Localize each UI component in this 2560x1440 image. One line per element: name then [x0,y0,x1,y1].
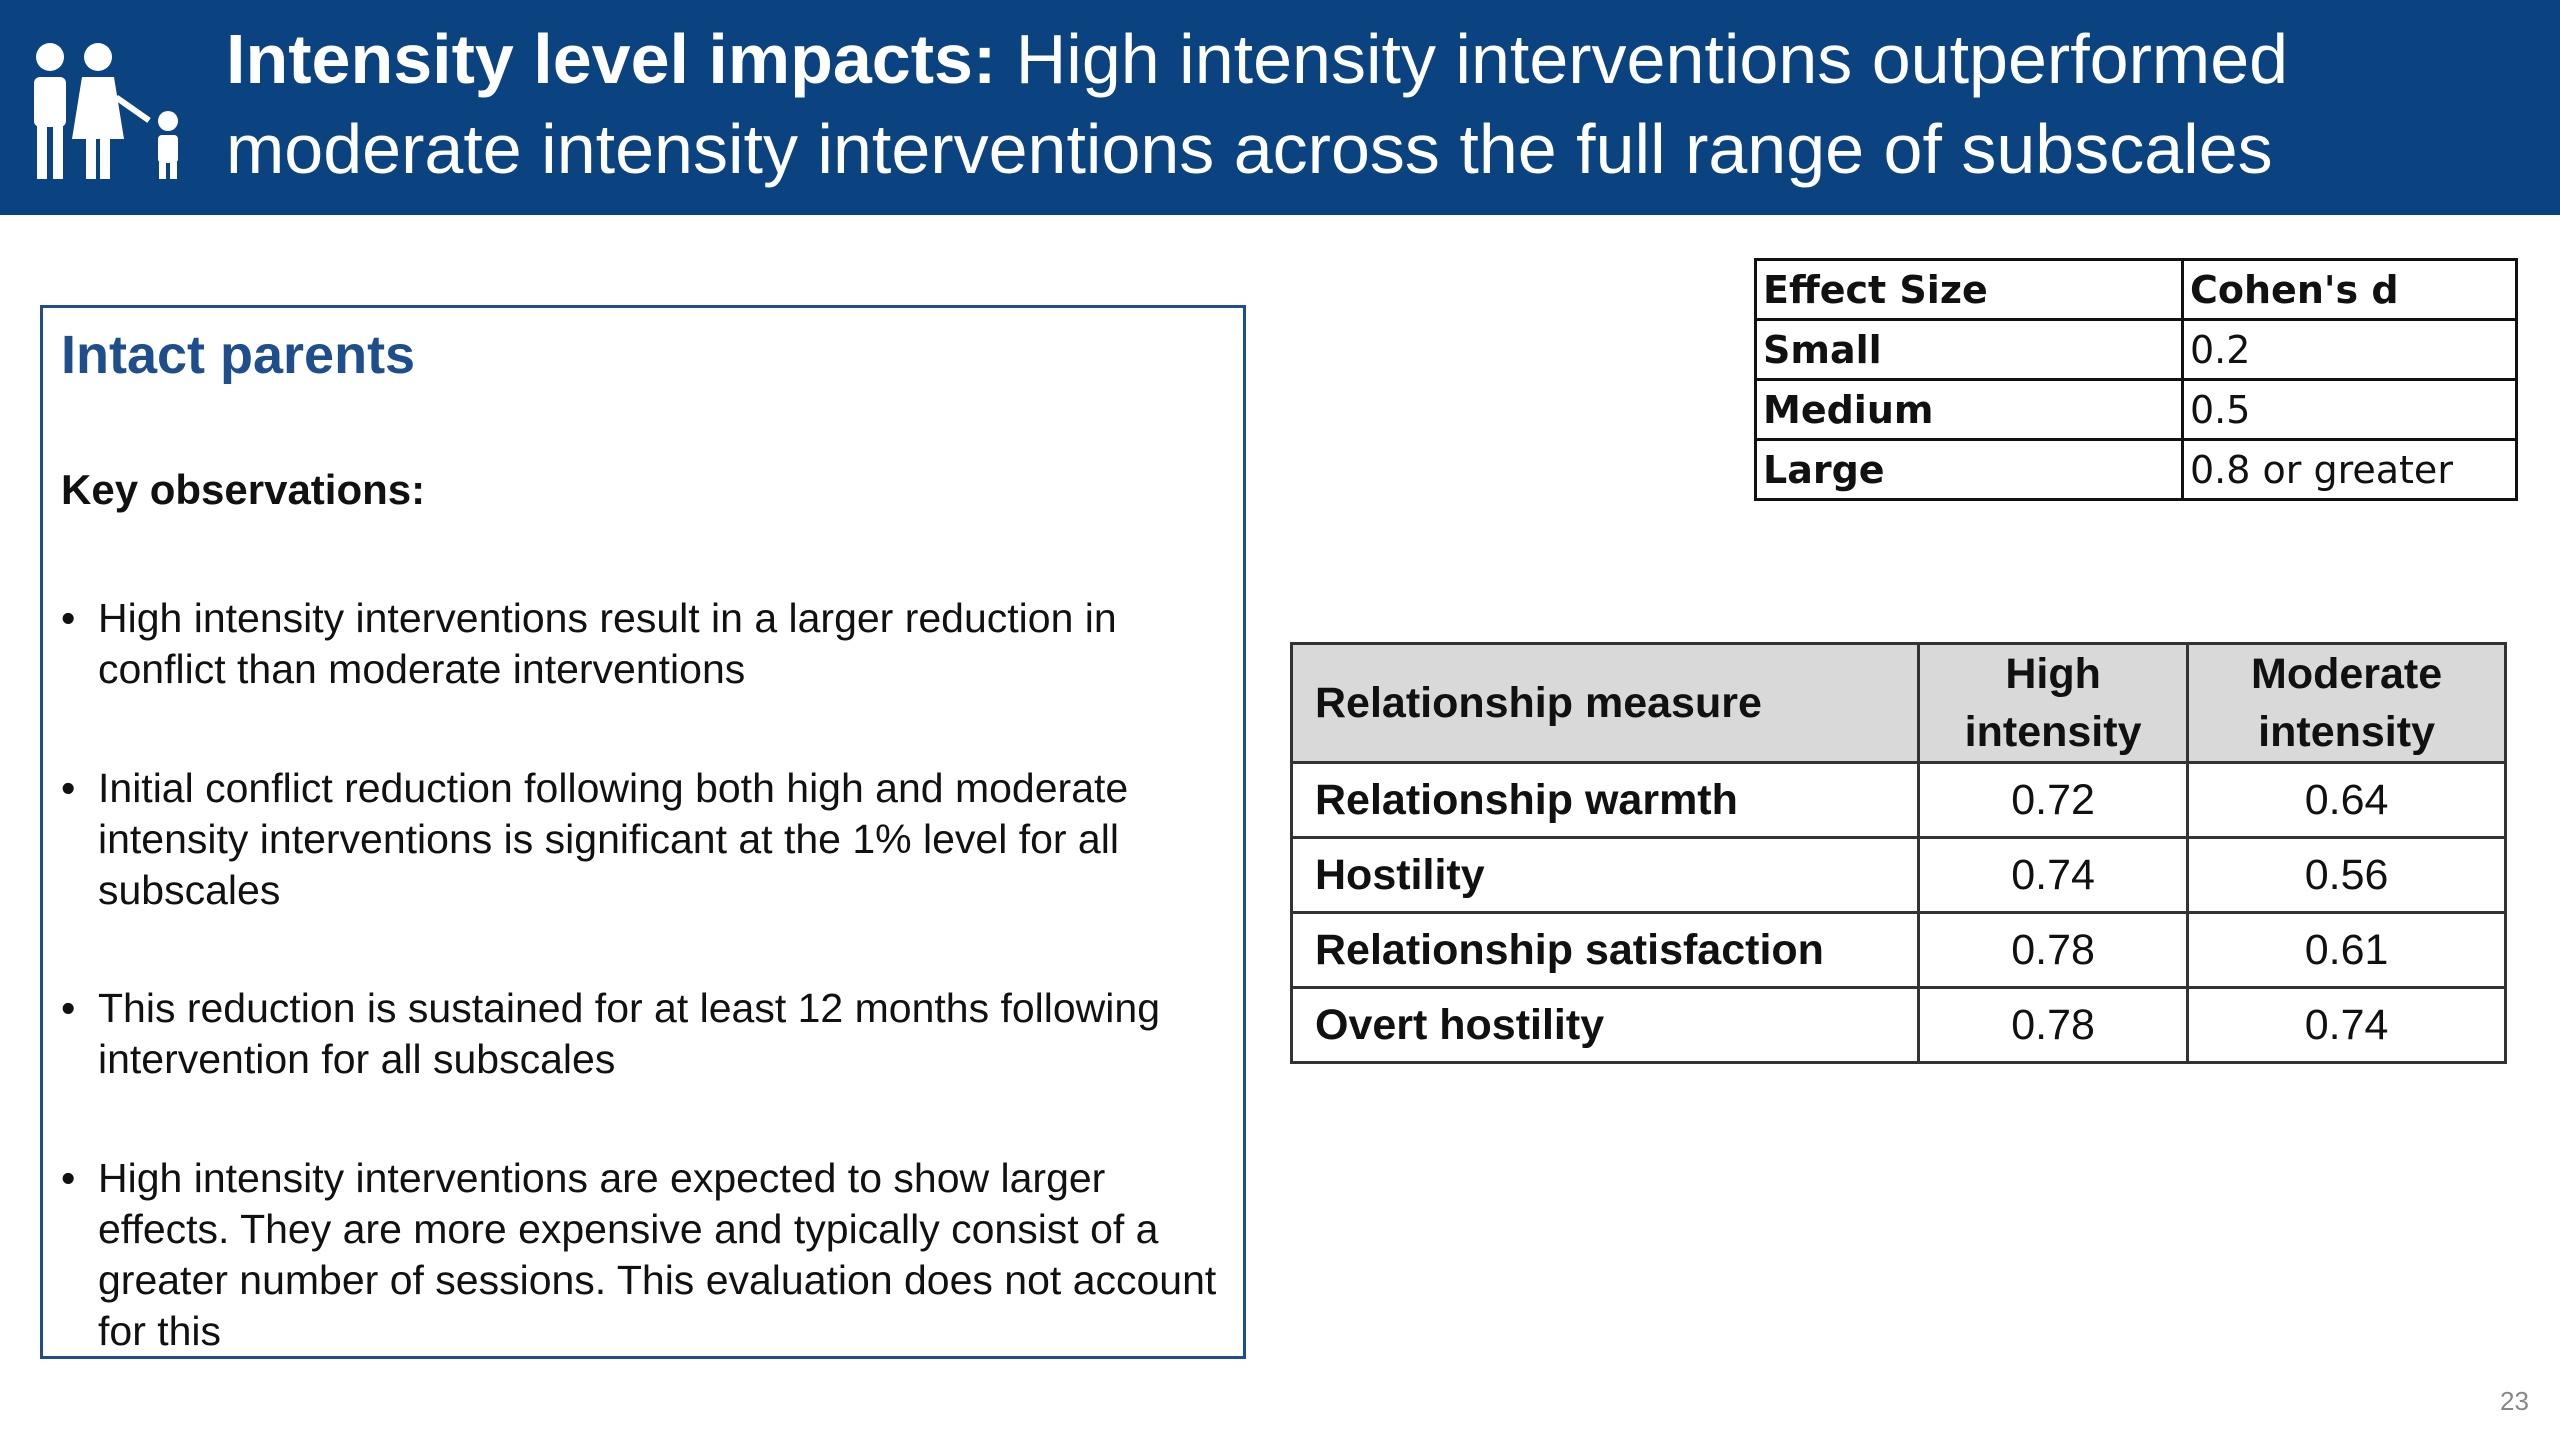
cell: Large [1754,438,2184,501]
effect-size-table: Effect Size Cohen's d Small 0.2 Medium 0.5 Lar… [1754,258,2518,501]
cell: 0.78 [1916,986,2190,1064]
panel-subtitle: Key observations: [61,466,426,513]
cell: Hostility [1290,836,1920,914]
row: Relationship satisfaction 0.78 0.61 [1290,911,2507,989]
cell: 0.5 [2181,378,2518,441]
cell: Overt hostility [1290,986,1920,1064]
header-title: Intensity level impacts: High intensity … [226,14,2526,194]
family-icon [34,43,178,179]
cell: 0.78 [1916,911,2190,989]
cell: Relationship warmth [1290,761,1920,839]
panel-title: Intact parents [61,325,416,385]
row: Large 0.8 or greater [1754,438,2518,501]
header-row: Effect Size Cohen's d [1754,258,2518,321]
cell: Medium [1754,378,2184,441]
header-cell: Cohen's d [2181,258,2518,321]
cell: 0.56 [2186,836,2507,914]
bullet: High intensity interventions are expecte… [61,1153,1218,1357]
cell: 0.64 [2186,761,2507,839]
row: Overt hostility 0.78 0.74 [1290,986,2507,1064]
bullet: Initial conflict reduction following bot… [61,763,1218,916]
bullet: High intensity interventions result in a… [61,593,1218,695]
cell: 0.2 [2181,318,2518,381]
row: Small 0.2 [1754,318,2518,381]
title-rest: High intensity interventions outperforme… [226,20,2289,188]
header-row: Relationship measure High intensity Modera… [1290,642,2507,764]
title-bold: Intensity level impacts: [226,20,997,98]
row: Hostility 0.74 0.56 [1290,836,2507,914]
cell: 0.74 [1916,836,2190,914]
header-bar: Intensity level impacts: High intensity … [0,0,2560,215]
row: Medium 0.5 [1754,378,2518,441]
header-cell: Relationship measure [1290,642,1920,764]
page-number: 23 [2500,1386,2529,1416]
header-cell: High intensity [1916,642,2190,764]
cell: 0.74 [2186,986,2507,1064]
cell: Relationship satisfaction [1290,911,1920,989]
header-cell: Moderate intensity [2186,642,2507,764]
bullet: This reduction is sustained for at least… [61,983,1218,1085]
observations-panel: Intact parents Key observations: High in… [40,305,1246,1359]
row: Relationship warmth 0.72 0.64 [1290,761,2507,839]
cell: 0.72 [1916,761,2190,839]
cell: 0.8 or greater [2181,438,2518,501]
cell: 0.61 [2186,911,2507,989]
cell: Small [1754,318,2184,381]
header-cell: Effect Size [1754,258,2184,321]
measure-table: Relationship measure High intensity Modera… [1290,642,2507,1064]
